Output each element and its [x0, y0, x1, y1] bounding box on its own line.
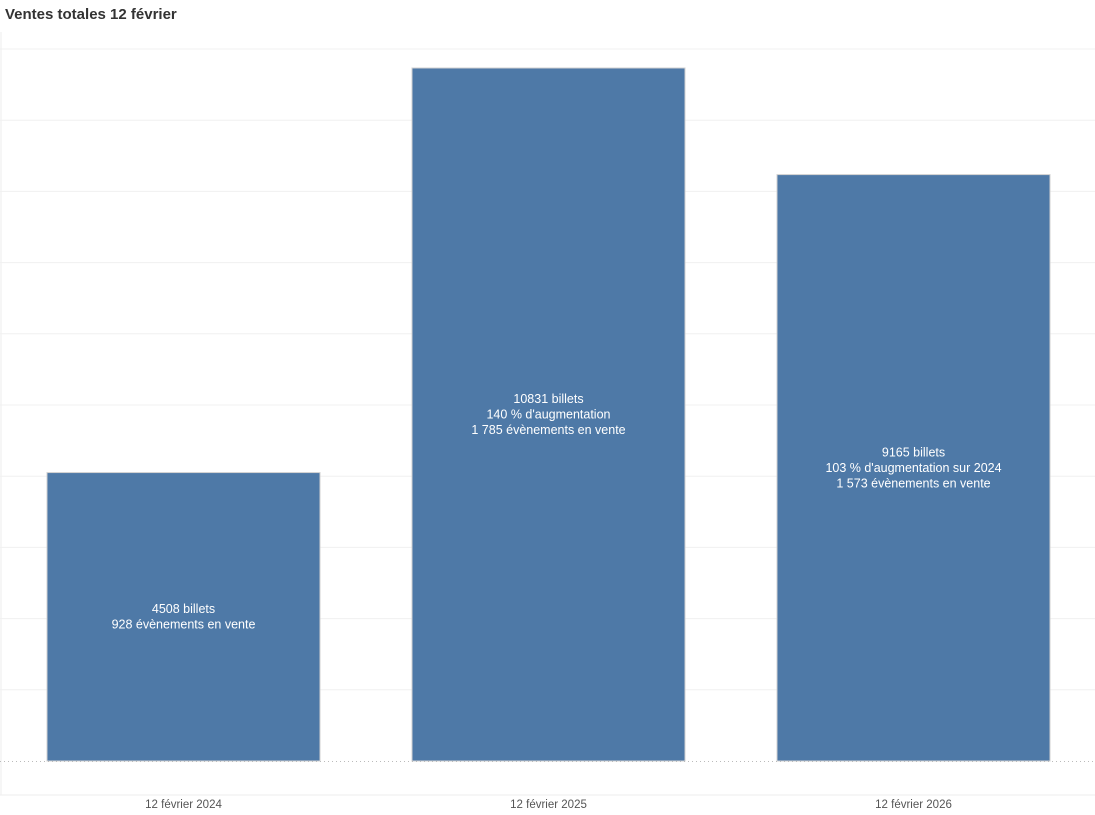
bar [411, 67, 686, 762]
data-label: 10831 billets [513, 392, 583, 406]
data-label: 103 % d'augmentation sur 2024 [825, 461, 1001, 475]
data-label: 1 573 évènements en vente [836, 476, 990, 490]
data-label: 928 évènements en vente [112, 618, 256, 632]
data-label: 140 % d'augmentation [486, 408, 610, 422]
data-label: 1 785 évènements en vente [471, 423, 625, 437]
x-tick-label: 12 février 2024 [145, 799, 222, 811]
data-label: 9165 billets [882, 445, 945, 459]
x-tick-label: 12 février 2025 [510, 799, 587, 811]
chart-title: Ventes totales 12 février [5, 6, 177, 23]
bar [46, 472, 321, 762]
bar [776, 174, 1051, 762]
data-label: 4508 billets [152, 602, 215, 616]
x-tick-label: 12 février 2026 [875, 799, 952, 811]
